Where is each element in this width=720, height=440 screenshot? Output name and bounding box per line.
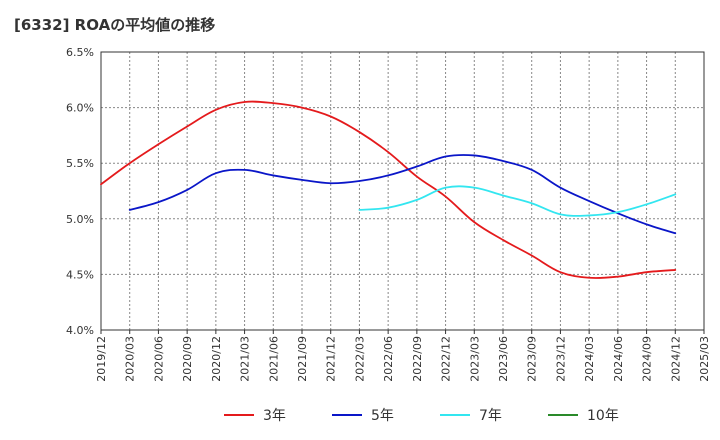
x-tick-label: 2023/06 bbox=[497, 336, 510, 382]
y-tick-label: 5.5% bbox=[66, 157, 94, 170]
x-tick-label: 2022/12 bbox=[440, 336, 453, 382]
x-tick-label: 2020/03 bbox=[124, 336, 137, 382]
plot-area bbox=[101, 52, 704, 330]
y-tick-label: 5.0% bbox=[66, 213, 94, 226]
x-axis: 2019/12 2020/03 2020/06 2020/09 2020/12 2021/… bbox=[95, 330, 711, 382]
x-tick-label: 2024/09 bbox=[641, 336, 654, 382]
x-tick-label: 2020/06 bbox=[152, 336, 165, 382]
chart-title: [6332] ROAの平均値の推移 bbox=[14, 16, 216, 34]
x-tick-label: 2022/03 bbox=[353, 336, 366, 382]
y-tick-label: 6.5% bbox=[66, 46, 94, 59]
legend-label: 3年 bbox=[263, 408, 286, 424]
x-tick-label: 2021/09 bbox=[296, 336, 309, 382]
x-tick-label: 2021/03 bbox=[239, 336, 252, 382]
x-tick-label: 2020/12 bbox=[210, 336, 223, 382]
x-tick-label: 2024/06 bbox=[612, 336, 625, 382]
x-tick-label: 2023/03 bbox=[468, 336, 481, 382]
series-line-5年 bbox=[128, 153, 677, 235]
x-tick-label: 2023/09 bbox=[526, 336, 539, 382]
legend-label: 10年 bbox=[587, 408, 619, 424]
y-axis: 4.0% 4.5% 5.0% 5.5% 6.0% 6.5% bbox=[66, 46, 94, 337]
x-tick-label: 2022/06 bbox=[382, 336, 395, 382]
x-tick-label: 2021/12 bbox=[325, 336, 338, 382]
x-tick-label: 2024/03 bbox=[583, 336, 596, 382]
legend-label: 5年 bbox=[371, 408, 394, 424]
x-tick-label: 2021/06 bbox=[267, 336, 280, 382]
plot-border bbox=[100, 51, 705, 331]
x-tick-label: 2023/12 bbox=[554, 336, 567, 382]
y-tick-label: 6.0% bbox=[66, 102, 94, 115]
legend-label: 7年 bbox=[479, 408, 502, 424]
x-tick-label: 2025/03 bbox=[698, 336, 711, 382]
x-tick-label: 2019/12 bbox=[95, 336, 108, 382]
series-line-3年 bbox=[100, 100, 677, 279]
legend: 3年 5年 7年 10年 bbox=[224, 408, 619, 424]
series-lines bbox=[100, 100, 677, 279]
x-tick-label: 2022/09 bbox=[411, 336, 424, 382]
y-tick-label: 4.5% bbox=[66, 268, 94, 281]
y-tick-label: 4.0% bbox=[66, 324, 94, 337]
series-line-7年 bbox=[358, 185, 677, 217]
x-tick-label: 2020/09 bbox=[181, 336, 194, 382]
x-tick-label: 2024/12 bbox=[669, 336, 682, 382]
